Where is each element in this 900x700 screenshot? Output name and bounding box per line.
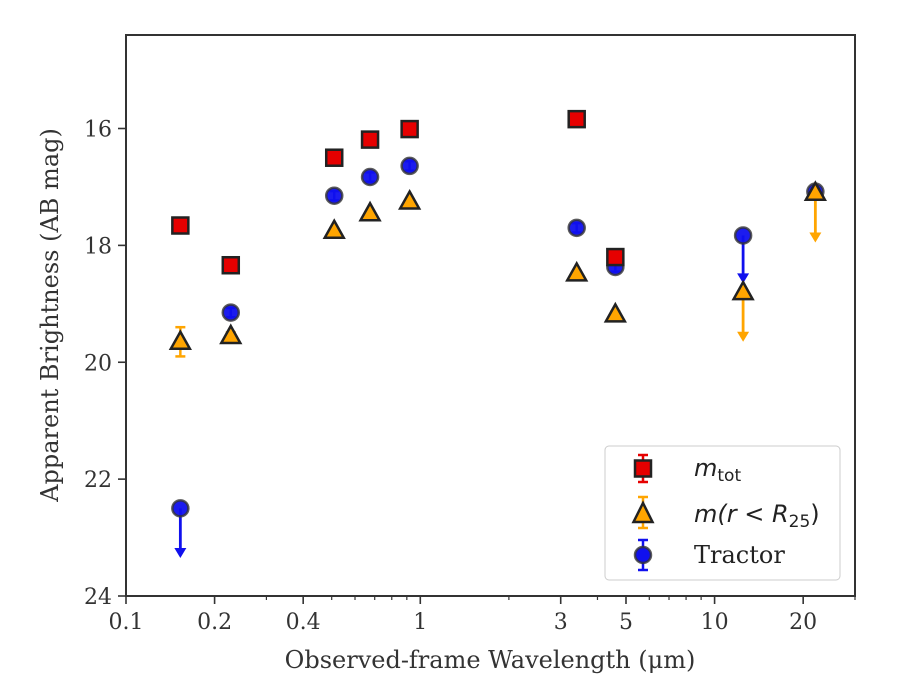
legend-label-m-r25: m(r < R25) [694, 500, 820, 532]
x-tick-label: 1 [413, 610, 427, 635]
legend-label-tractor: Tractor [694, 541, 785, 569]
x-tick-label: 3 [554, 610, 568, 635]
data-point-triangle [603, 301, 627, 323]
y-tick-label: 16 [84, 118, 112, 143]
legend-m-r25-subscript: 25 [789, 512, 811, 532]
y-tick-label: 18 [84, 234, 112, 259]
data-point-triangle [168, 329, 192, 351]
legend-m-r25-main: m(r < R [694, 500, 789, 528]
y-tick-label: 22 [84, 468, 112, 493]
x-axis-label: Observed-frame Wavelength (μm) [285, 646, 696, 674]
data-point-square [324, 148, 344, 167]
data-point-triangle [803, 180, 827, 202]
data-point-triangle [565, 260, 589, 282]
legend-mtot-symbol: m [694, 454, 717, 482]
legend-m-r25-close: ) [810, 500, 819, 528]
y-tick-label: 20 [84, 351, 112, 376]
legend-label-mtot: mtot [694, 454, 741, 486]
y-axis-label: Apparent Brightness (AB mag) [36, 128, 64, 503]
data-point-triangle [322, 218, 346, 240]
x-tick-label: 0.4 [286, 610, 321, 635]
legend-item-mtot: mtot [633, 453, 741, 486]
data-point-circle [324, 186, 344, 205]
triangle-upper-limit-arrow-head [737, 331, 750, 342]
circle-upper-limit-arrow-head [737, 273, 750, 284]
data-point-square [221, 255, 241, 275]
legend-square-marker [633, 459, 653, 478]
data-point-triangle [358, 200, 382, 222]
legend-triangle-marker [631, 500, 655, 524]
x-tick-label: 0.1 [109, 610, 144, 635]
triangle-upper-limit-arrow-head [809, 232, 822, 243]
data-point-circle [360, 167, 380, 187]
x-tick-label: 10 [701, 610, 729, 635]
plot-area [168, 109, 827, 559]
data-point-circle [221, 303, 241, 322]
data-point-square [606, 247, 625, 267]
legend-mtot-subscript: tot [717, 466, 741, 486]
x-tick-label: 20 [789, 610, 817, 635]
data-point-circle [171, 499, 190, 518]
axes-ticks: 0.1 0.2 0.4 1 3 5 10 20 16 18 20 22 24 [84, 118, 856, 635]
legend-frame [604, 445, 841, 581]
data-point-circle [400, 156, 419, 176]
legend: mtot m(r < R25) Tractor [604, 445, 841, 581]
data-point-square [171, 216, 190, 235]
x-tick-label: 5 [619, 610, 633, 635]
data-point-circle [567, 218, 586, 238]
data-point-square [360, 130, 380, 149]
circle-upper-limit-arrow-head [174, 548, 187, 559]
data-point-triangle [219, 323, 243, 345]
data-point-triangle [731, 279, 755, 301]
plot-frame [125, 34, 856, 597]
legend-item-tractor: Tractor [633, 538, 785, 572]
x-tick-label: 0.2 [197, 610, 232, 635]
legend-circle-marker [633, 545, 653, 565]
y-tick-label: 24 [84, 585, 112, 610]
legend-item-m-r25: m(r < R25) [631, 495, 820, 532]
data-point-triangle [398, 188, 422, 210]
data-point-square [567, 109, 586, 129]
data-point-circle [733, 226, 753, 245]
data-point-square [400, 119, 419, 139]
